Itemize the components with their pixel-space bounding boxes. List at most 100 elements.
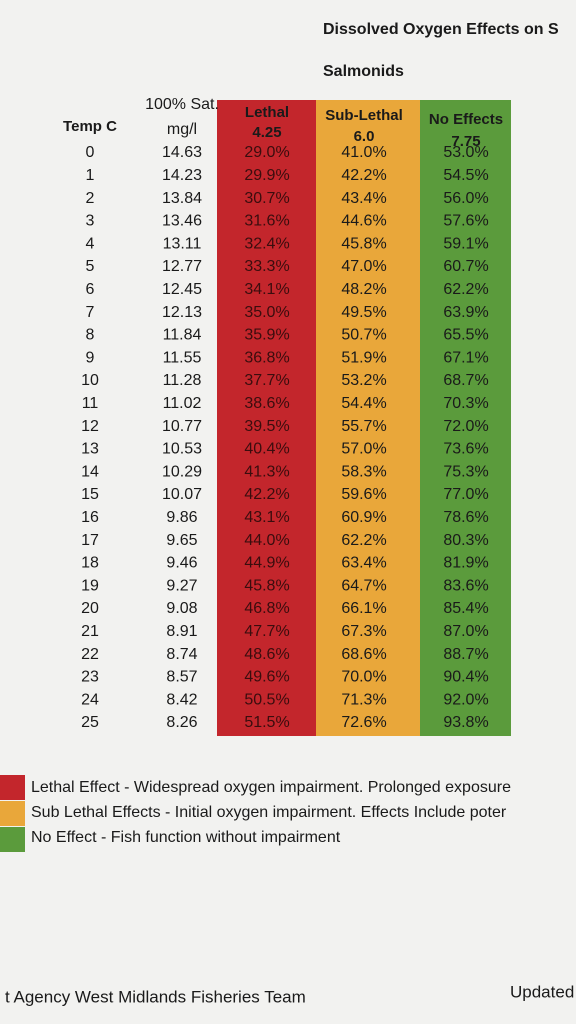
table-cell: 64.7% xyxy=(341,577,386,594)
table-cell: 9 xyxy=(86,349,95,366)
table-cell: 12.13 xyxy=(162,304,202,321)
table-cell: 48.2% xyxy=(341,281,386,298)
table-cell: 47.7% xyxy=(244,623,289,640)
table-cell: 40.4% xyxy=(244,441,289,458)
table-cell: 15 xyxy=(81,486,99,503)
legend-text: No Effect - Fish function without impair… xyxy=(31,829,341,846)
table-cell: 56.0% xyxy=(443,190,488,207)
table-cell: 10.07 xyxy=(162,486,202,503)
table-cell: 21 xyxy=(81,623,99,640)
table-cell: 63.4% xyxy=(341,555,386,572)
table-cell: 77.0% xyxy=(443,486,488,503)
table-cell: 8 xyxy=(86,327,95,344)
table-cell: 83.6% xyxy=(443,577,488,594)
table-cell: 22 xyxy=(81,646,99,663)
table-cell: 59.6% xyxy=(341,486,386,503)
table-cell: 50.5% xyxy=(244,691,289,708)
table-cell: 48.6% xyxy=(244,646,289,663)
table-cell: 35.0% xyxy=(244,304,289,321)
table-cell: 12 xyxy=(81,418,99,435)
legend-swatch xyxy=(0,801,25,826)
table-cell: 44.0% xyxy=(244,532,289,549)
table-cell: 10 xyxy=(81,372,99,389)
table-cell: 8.91 xyxy=(166,623,197,640)
table-cell: 80.3% xyxy=(443,532,488,549)
table-cell: 68.7% xyxy=(443,372,488,389)
table-cell: 41.0% xyxy=(341,144,386,161)
table-cell: 10.77 xyxy=(162,418,202,435)
table-cell: 3 xyxy=(86,213,95,230)
footer-right: Updated xyxy=(510,982,574,1001)
table-cell: 38.6% xyxy=(244,395,289,412)
table-cell: 59.1% xyxy=(443,235,488,252)
table-cell: 88.7% xyxy=(443,646,488,663)
table-cell: 42.2% xyxy=(244,486,289,503)
table-cell: 71.3% xyxy=(341,691,386,708)
column-header: 6.0 xyxy=(354,128,375,145)
table-cell: 11.55 xyxy=(163,349,202,366)
legend-text: Sub Lethal Effects - Initial oxygen impa… xyxy=(31,804,507,821)
table-cell: 11.28 xyxy=(163,372,202,389)
table-cell: 62.2% xyxy=(443,281,488,298)
table-cell: 30.7% xyxy=(244,190,289,207)
table-cell: 13 xyxy=(81,441,99,458)
table-cell: 9.46 xyxy=(166,555,197,572)
table-cell: 4 xyxy=(86,235,95,252)
table-cell: 51.9% xyxy=(341,349,386,366)
table-cell: 10.29 xyxy=(162,463,202,480)
legend-swatch xyxy=(0,775,25,800)
subtitle: Salmonids xyxy=(323,63,404,80)
table-cell: 67.3% xyxy=(341,623,386,640)
table-cell: 55.7% xyxy=(341,418,386,435)
table-cell: 35.9% xyxy=(244,327,289,344)
table-cell: 58.3% xyxy=(341,463,386,480)
table-cell: 14 xyxy=(81,463,99,480)
table-cell: 39.5% xyxy=(244,418,289,435)
table-cell: 8.26 xyxy=(166,714,197,731)
table-cell: 18 xyxy=(81,555,99,572)
table-cell: 41.3% xyxy=(244,463,289,480)
table-cell: 54.4% xyxy=(341,395,386,412)
table-cell: 87.0% xyxy=(443,623,488,640)
table-cell: 36.8% xyxy=(244,349,289,366)
table-cell: 13.46 xyxy=(162,213,202,230)
table-cell: 42.2% xyxy=(341,167,386,184)
sub-lethal-column xyxy=(316,100,420,736)
table-cell: 85.4% xyxy=(443,600,488,617)
table-cell: 60.9% xyxy=(341,509,386,526)
table-cell: 90.4% xyxy=(443,669,488,686)
lethal-column xyxy=(217,100,316,736)
column-header: 100% Sat. xyxy=(145,96,219,113)
table-cell: 29.9% xyxy=(244,167,289,184)
table-cell: 53.2% xyxy=(341,372,386,389)
table-cell: 49.6% xyxy=(244,669,289,686)
table-cell: 12.77 xyxy=(162,258,202,275)
no-effects-column xyxy=(420,100,511,736)
table-cell: 14.63 xyxy=(162,144,202,161)
table-cell: 32.4% xyxy=(244,235,289,252)
table-cell: 70.0% xyxy=(341,669,386,686)
table-cell: 16 xyxy=(81,509,99,526)
footer-left: t Agency West Midlands Fisheries Team xyxy=(5,987,306,1006)
table-cell: 54.5% xyxy=(443,167,488,184)
table-cell: 8.57 xyxy=(166,669,197,686)
table-cell: 17 xyxy=(81,532,99,549)
table-cell: 20 xyxy=(81,600,99,617)
table-cell: 8.74 xyxy=(166,646,197,663)
table-cell: 9.08 xyxy=(166,600,197,617)
table-cell: 93.8% xyxy=(443,714,488,731)
table-cell: 43.1% xyxy=(244,509,289,526)
column-header: 7.75 xyxy=(451,133,480,150)
table-cell: 66.1% xyxy=(341,600,386,617)
table-cell: 6 xyxy=(86,281,95,298)
table-cell: 7 xyxy=(86,304,95,321)
table-cell: 68.6% xyxy=(341,646,386,663)
table-cell: 70.3% xyxy=(443,395,488,412)
table-cell: 34.1% xyxy=(244,281,289,298)
table-cell: 47.0% xyxy=(341,258,386,275)
table-cell: 13.84 xyxy=(162,190,202,207)
table-cell: 11 xyxy=(82,395,99,412)
table-cell: 45.8% xyxy=(244,577,289,594)
table-cell: 5 xyxy=(86,258,95,275)
